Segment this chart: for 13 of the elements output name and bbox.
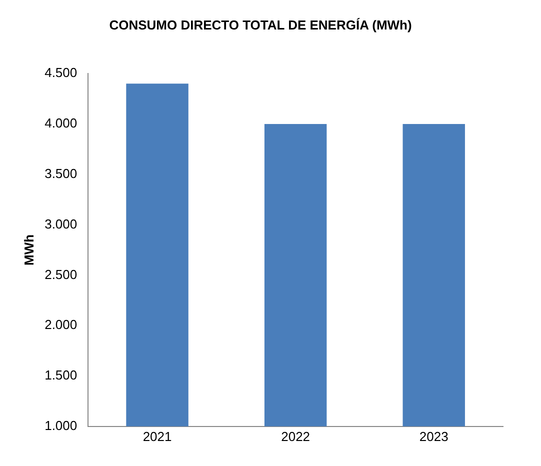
x-tick-label: 2021 [142, 428, 172, 444]
x-tick-label: 2022 [281, 428, 310, 444]
y-tick-label: 1.500 [44, 368, 78, 383]
chart-title: CONSUMO DIRECTO TOTAL DE ENERGÍA (MWh) [109, 17, 412, 32]
y-tick-label: 3.000 [44, 216, 78, 232]
y-tick-label: 2.000 [44, 317, 78, 332]
y-tick-label: 3.500 [44, 166, 78, 181]
x-tick-label: 2023 [419, 428, 448, 444]
y-tick-label: 1.000 [44, 418, 78, 433]
y-axis-title: MWh [21, 234, 36, 266]
y-tick-label: 2.500 [44, 266, 78, 282]
y-tick-label: 4.000 [44, 116, 78, 131]
y-tick-label: 4.500 [44, 65, 78, 80]
